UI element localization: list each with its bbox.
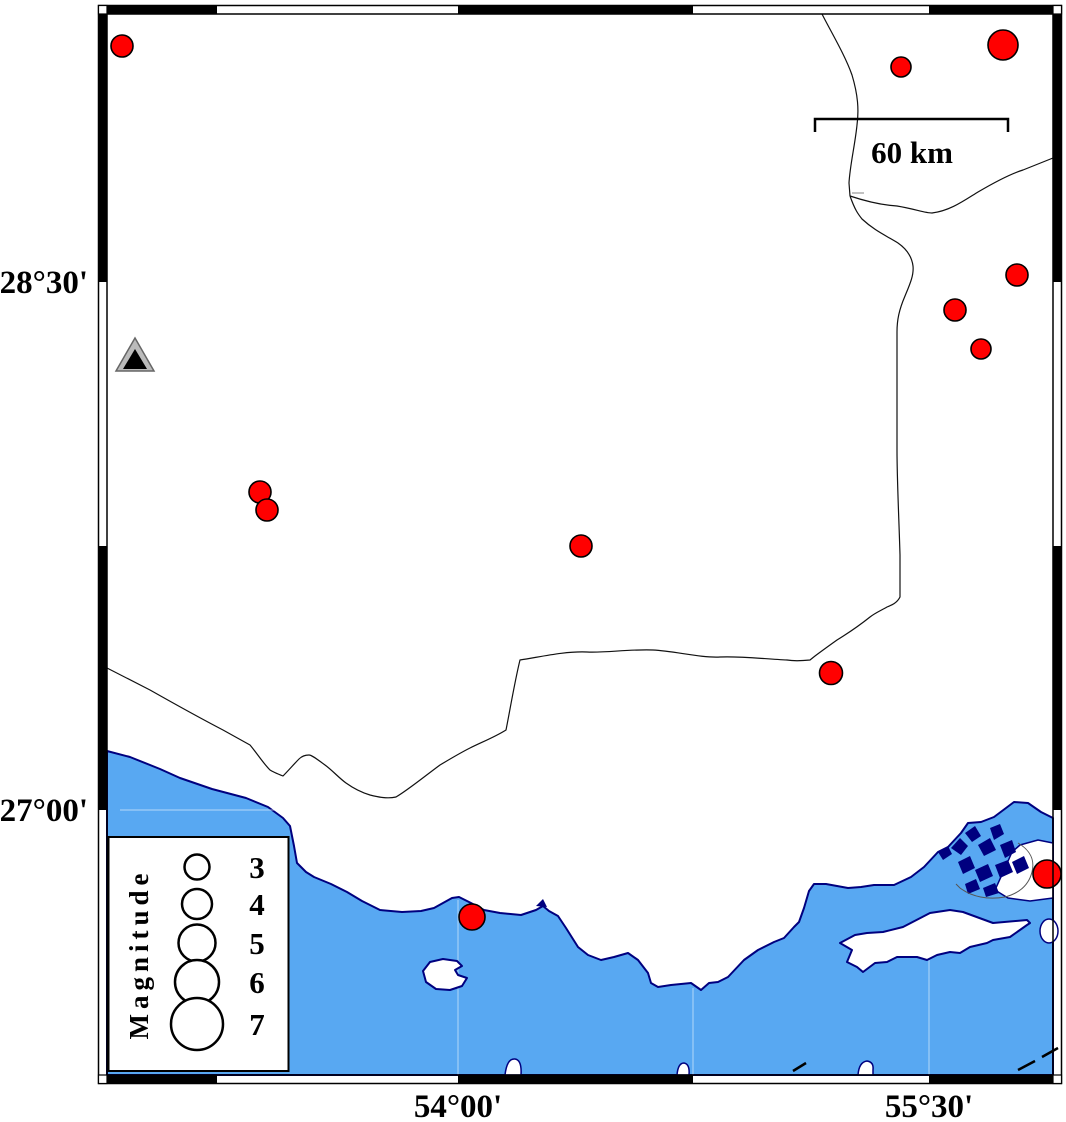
legend-number-4: 4 (249, 887, 265, 922)
earthquake-marker (987, 29, 1019, 61)
earthquake-marker (943, 298, 967, 322)
dashed-maritime-line (792, 1046, 1059, 1073)
earthquake-marker (110, 34, 134, 58)
coast-inlet (536, 899, 547, 907)
earthquake-marker (569, 534, 593, 558)
frame-black-segments (98, 5, 1062, 1084)
magnitude-legend: Magnitude 34 5 6 7 (107, 836, 290, 1072)
lon-label-5400: 54°00' (414, 1089, 502, 1122)
small-island (422, 958, 468, 991)
protected-area-boundary (955, 842, 1034, 899)
lat-label-2830: 28°30' (0, 265, 88, 301)
legend-circle-mag-7 (169, 996, 225, 1052)
border-lines (106, 13, 1054, 799)
earthquake-marker (890, 56, 912, 78)
legend-circle-mag-3 (183, 853, 211, 881)
bottom-islets (504, 1058, 874, 1076)
frame-corners (97, 4, 1063, 1085)
qeshm-island (839, 909, 1031, 973)
earthquake-marker (818, 660, 844, 686)
earthquake-marker (255, 498, 279, 522)
earthquake-markers (110, 29, 1062, 931)
legend-items: 34 5 6 7 (169, 850, 265, 1052)
earthquake-marker (970, 338, 992, 360)
lon-label-5530: 55°30' (885, 1089, 973, 1122)
scale-bar-label: 60 km (871, 135, 953, 170)
lat-label-2700: 27°00' (0, 793, 88, 829)
larak-island (1039, 918, 1059, 944)
sea-and-coastline (106, 750, 1054, 1076)
scale-bar: 60 km (813, 117, 1010, 170)
legend-circle-mag-5 (177, 923, 217, 963)
mangrove-area (938, 824, 1029, 897)
legend-number-7: 7 (249, 1007, 265, 1042)
earthquake-marker (1005, 263, 1029, 287)
legend-circle-mag-4 (180, 887, 214, 921)
earthquake-marker (458, 903, 486, 931)
station-triangle-icon (114, 336, 156, 372)
axis-labels: 28°30' 27°00' 54°00' 55°30' (0, 265, 973, 1122)
legend-number-3: 3 (249, 850, 265, 885)
legend-title: Magnitude (124, 868, 154, 1039)
legend-number-6: 6 (249, 965, 265, 1000)
legend-number-5: 5 (249, 926, 265, 961)
map-frame (97, 4, 1063, 1085)
earthquake-marker (1032, 859, 1062, 889)
